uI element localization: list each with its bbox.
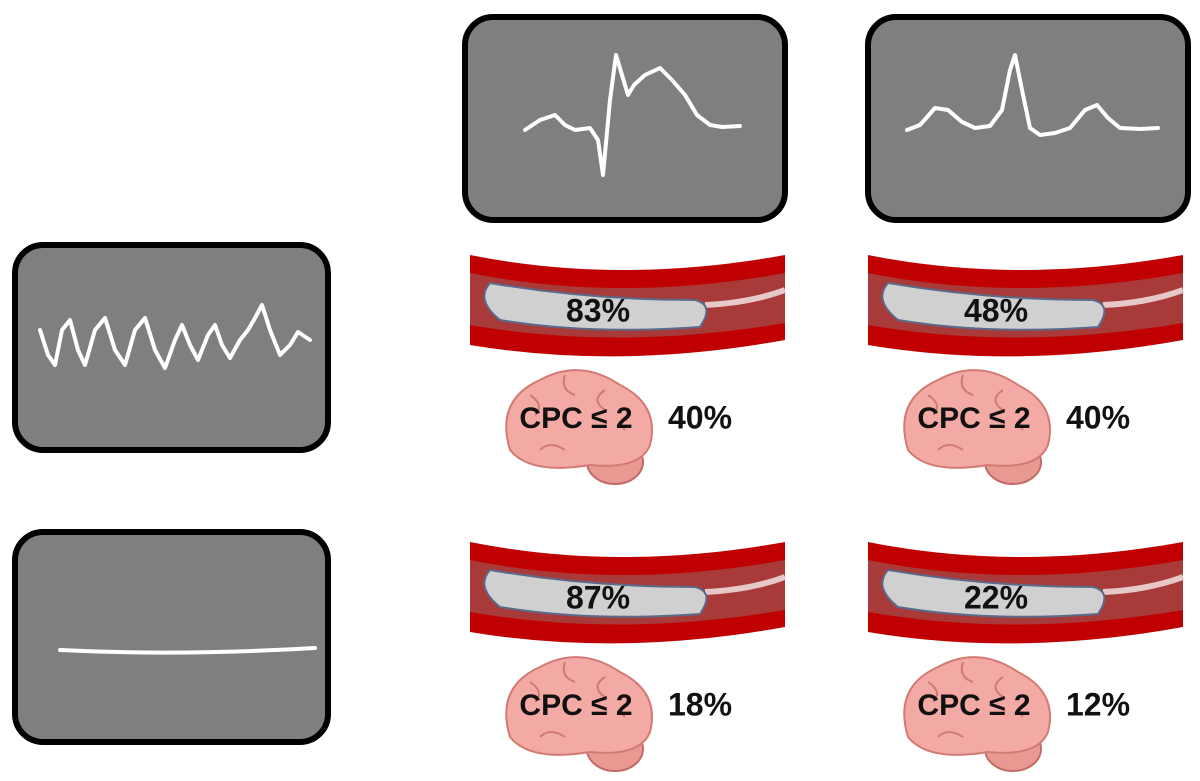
waveform — [523, 53, 742, 177]
brain — [505, 656, 653, 756]
cell: 48% CPC ≤ 2 40% — [868, 255, 1185, 485]
guidewire — [1102, 574, 1185, 595]
balloon-percent: 83% — [566, 292, 630, 328]
balloon-percent: 22% — [964, 579, 1028, 615]
cell: 22% CPC ≤ 2 12% — [868, 542, 1185, 772]
balloon — [881, 281, 1106, 331]
cell: 83% CPC ≤ 2 40% — [470, 255, 787, 485]
brain — [903, 369, 1051, 469]
monitor — [12, 529, 331, 745]
cpc-label: CPC ≤ 2 — [917, 689, 1030, 722]
outcome-percent: 12% — [1066, 686, 1130, 722]
guidewire — [704, 287, 787, 308]
balloon — [483, 281, 708, 331]
outcome-percent: 40% — [1066, 399, 1130, 435]
waveform — [38, 303, 312, 370]
balloon-percent: 48% — [964, 292, 1028, 328]
brain-folds — [927, 661, 1029, 738]
guidewire — [1102, 287, 1185, 308]
cpc-label: CPC ≤ 2 — [519, 689, 632, 722]
brain-folds — [927, 374, 1029, 451]
balloon-percent: 87% — [566, 579, 630, 615]
guidewire — [704, 574, 787, 595]
brain — [505, 369, 653, 469]
waveform — [905, 53, 1160, 137]
monitor — [462, 14, 788, 223]
brain-folds — [529, 374, 631, 451]
outcome-percent: 40% — [668, 399, 732, 435]
brain — [903, 656, 1051, 756]
waveform — [58, 646, 317, 655]
brain-folds — [529, 661, 631, 738]
cpc-label: CPC ≤ 2 — [917, 402, 1030, 435]
outcome-percent: 18% — [668, 686, 732, 722]
balloon — [881, 568, 1106, 618]
balloon — [483, 568, 708, 618]
cell: 87% CPC ≤ 2 18% — [470, 542, 787, 772]
cpc-label: CPC ≤ 2 — [519, 402, 632, 435]
